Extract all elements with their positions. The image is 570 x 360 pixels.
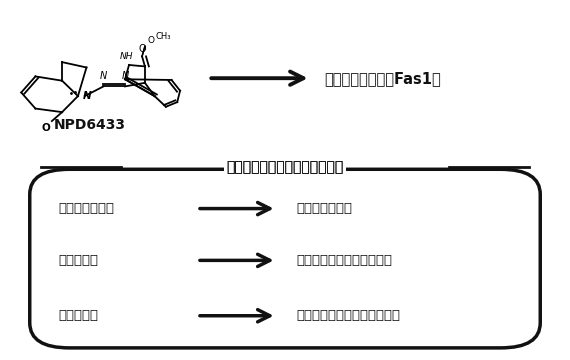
FancyBboxPatch shape (30, 169, 540, 348)
Text: 脂肪酸合成酵素（Fas1）: 脂肪酸合成酵素（Fas1） (325, 71, 441, 86)
Text: ポリエン系: ポリエン系 (58, 309, 98, 322)
Text: CH₃: CH₃ (155, 32, 170, 41)
Text: NH: NH (120, 52, 133, 61)
Text: O: O (42, 123, 51, 133)
Text: N: N (83, 91, 91, 101)
Text: 既存の抗真菌薬とその標的分子: 既存の抗真菌薬とその標的分子 (226, 161, 344, 175)
Text: 細胞壁合成酵素: 細胞壁合成酵素 (296, 202, 352, 215)
Text: エルゴステロール合成酵素: エルゴステロール合成酵素 (296, 254, 392, 267)
Text: N: N (121, 71, 129, 81)
Text: 細胞膜（エルゴステロール）: 細胞膜（エルゴステロール） (296, 309, 400, 322)
Text: NPD6433: NPD6433 (54, 118, 125, 132)
Text: O: O (148, 36, 154, 45)
Text: キャンディン系: キャンディン系 (58, 202, 114, 215)
Text: N: N (100, 71, 107, 81)
Text: アゾール系: アゾール系 (58, 254, 98, 267)
Text: O: O (139, 44, 146, 54)
Text: 既存の抗真菌薬とその標的分子: 既存の抗真菌薬とその標的分子 (226, 161, 344, 175)
